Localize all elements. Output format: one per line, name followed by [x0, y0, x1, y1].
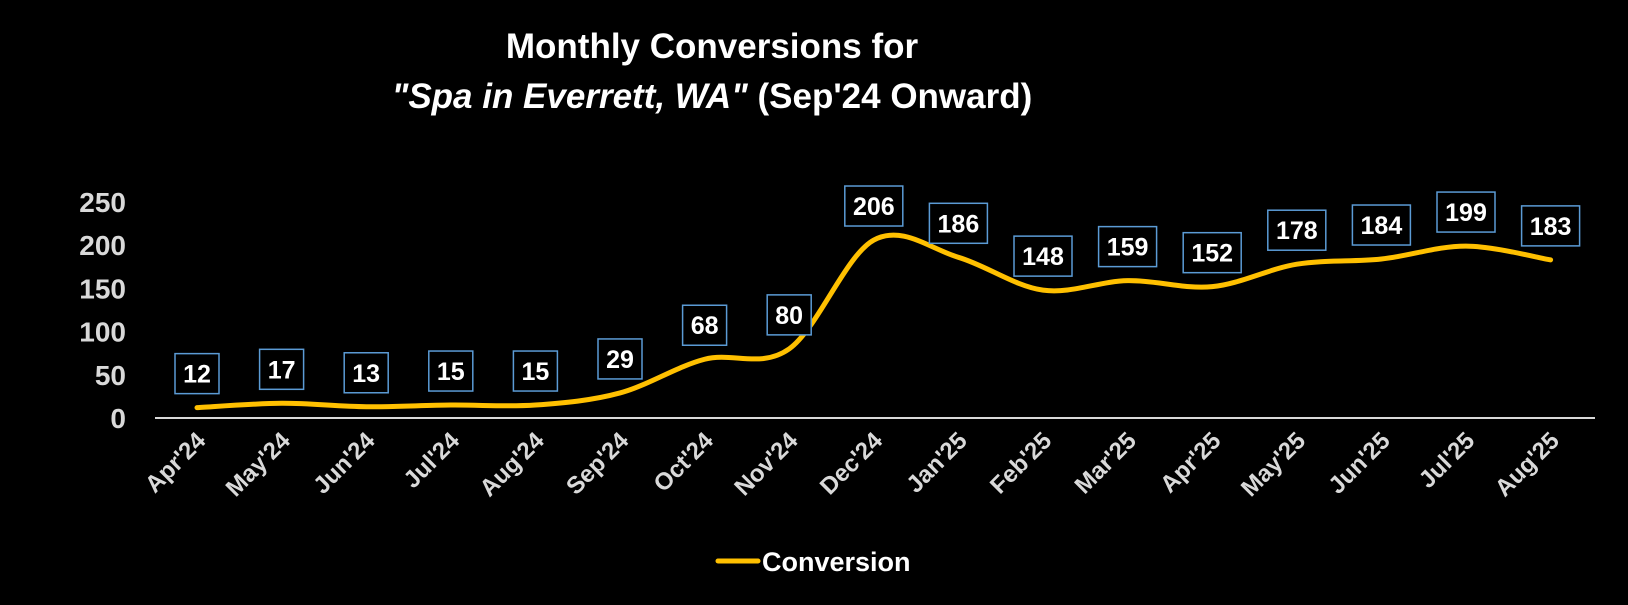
- series-line-conversion: [194, 232, 1554, 411]
- y-tick-label: 200: [79, 230, 126, 261]
- data-label-value: 15: [437, 358, 465, 386]
- x-tick-label: Sep'24: [561, 427, 635, 501]
- data-label-box: [1013, 235, 1073, 277]
- data-label-box: [428, 350, 474, 392]
- data-label-box: [512, 350, 559, 392]
- x-tick-label: May'24: [221, 427, 296, 502]
- data-labels: 12 17 13 15 15 29 68 80 206 186 148 159 152 178 184 199…: [174, 185, 1581, 395]
- data-label-box: [1182, 231, 1242, 274]
- x-tick-label: Jul'25: [1414, 427, 1481, 494]
- x-tick-label: Jun'24: [308, 427, 381, 500]
- x-tick-label: Apr'24: [140, 427, 212, 499]
- data-label: 178: [1267, 209, 1327, 251]
- data-label-box: [1520, 205, 1581, 247]
- x-axis: Apr'24 May'24 Jun'24 Jul'24 Aug'24 Sep'24 Oct'…: [140, 427, 1565, 502]
- data-label-box: [844, 185, 904, 227]
- x-tick-label: Aug'24: [475, 427, 550, 502]
- x-tick-label: Apr'25: [1155, 427, 1226, 498]
- data-label-box: [766, 294, 812, 336]
- data-label-value: 17: [268, 356, 296, 384]
- chart-title-line1: Monthly Conversions for: [506, 27, 919, 66]
- data-label-value: 183: [1530, 213, 1572, 241]
- legend-label-conversion: Conversion: [762, 547, 911, 577]
- data-label: 15: [428, 350, 474, 392]
- x-tick-label: Nov'24: [729, 427, 804, 502]
- chart-title-italic: "Spa in Everrett, WA": [392, 77, 748, 116]
- data-label: 68: [681, 304, 728, 346]
- y-tick-label: 150: [79, 273, 126, 304]
- data-label-box: [1436, 191, 1496, 233]
- data-label-value: 80: [775, 302, 803, 330]
- data-label-box: [681, 304, 728, 346]
- x-tick-label: Aug'25: [1490, 427, 1565, 502]
- y-axis: 0 50 100 150 200 250: [79, 187, 126, 434]
- y-tick-label: 50: [95, 360, 126, 391]
- x-tick-label: Jun'25: [1323, 427, 1395, 499]
- data-label-box: [1351, 204, 1412, 246]
- data-label-value: 159: [1107, 234, 1149, 262]
- x-tick-label: Mar'25: [1070, 427, 1142, 499]
- data-label-box: [597, 338, 643, 380]
- data-label-box: [258, 348, 305, 391]
- data-label-box: [1267, 209, 1327, 251]
- data-label-box: [928, 202, 989, 245]
- data-label-box: [1097, 225, 1158, 268]
- y-tick-label: 0: [110, 403, 126, 434]
- data-label-value: 13: [352, 360, 380, 388]
- chart-title-line2: "Spa in Everrett, WA" (Sep'24 Onward): [392, 77, 1033, 116]
- data-label-value: 15: [521, 358, 549, 386]
- data-label-box: [343, 352, 389, 394]
- data-label-value: 68: [691, 312, 719, 340]
- data-label-value: 152: [1191, 240, 1233, 268]
- x-tick-label: May'25: [1236, 427, 1311, 502]
- data-label-value: 29: [606, 346, 634, 374]
- data-label: 183: [1520, 205, 1581, 247]
- data-label-value: 148: [1022, 243, 1064, 271]
- data-label: 12: [174, 352, 220, 395]
- data-label-value: 12: [183, 361, 211, 389]
- data-label: 184: [1351, 204, 1412, 246]
- data-label: 29: [597, 338, 643, 380]
- x-tick-label: Feb'25: [985, 427, 1057, 499]
- data-label: 159: [1097, 225, 1158, 268]
- data-label-value: 186: [938, 210, 980, 238]
- data-label: 13: [343, 352, 389, 394]
- data-label: 206: [844, 185, 904, 227]
- data-label: 186: [928, 202, 989, 245]
- data-label-value: 206: [853, 193, 895, 221]
- chart-title-rest: (Sep'24 Onward): [748, 77, 1033, 116]
- data-label: 199: [1436, 191, 1496, 233]
- legend: Conversion: [715, 547, 911, 577]
- data-label: 152: [1182, 231, 1242, 274]
- data-label-value: 184: [1361, 212, 1403, 240]
- data-label-value: 199: [1445, 199, 1487, 227]
- data-label: 148: [1013, 235, 1073, 277]
- data-label: 80: [766, 294, 812, 336]
- x-tick-label: Oct'24: [649, 427, 720, 498]
- data-label: 15: [512, 350, 559, 392]
- y-tick-label: 100: [79, 317, 126, 348]
- x-tick-label: Dec'24: [815, 427, 889, 501]
- data-label-value: 178: [1276, 217, 1318, 245]
- x-tick-label: Jan'25: [901, 427, 972, 498]
- x-tick-label: Jul'24: [399, 427, 466, 494]
- y-tick-label: 250: [79, 187, 126, 218]
- data-label: 17: [258, 348, 305, 391]
- data-label-box: [174, 352, 220, 395]
